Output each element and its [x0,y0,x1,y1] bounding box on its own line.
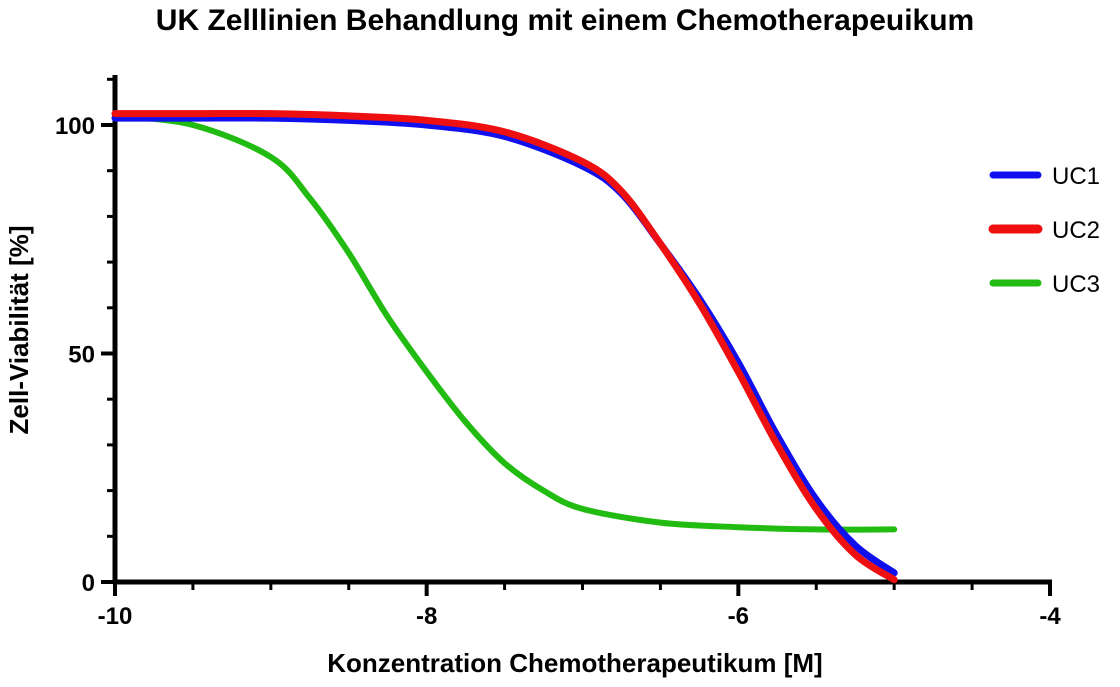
series-line-uc2 [111,109,898,584]
legend-label-uc1: UC1 [1052,163,1100,190]
legend-label-uc3: UC3 [1052,271,1100,298]
legend: UC1 UC2 UC3 [988,163,1100,298]
x-tick-label: -10 [98,603,133,630]
y-tick-label: 100 [55,113,95,140]
series-line-uc3 [112,112,898,533]
series-line-uc1 [111,114,898,577]
x-axis-label: Konzentration Chemotherapeutikum [M] [327,648,822,678]
y-tick-label: 0 [82,570,95,597]
y-axis-label: Zell-Viabilität [%] [4,226,34,435]
series-layer [111,109,898,584]
x-tick-label: -6 [728,603,749,630]
y-tick-label: 50 [68,342,95,369]
chart-title: UK Zelllinien Behandlung mit einem Chemo… [156,4,974,37]
legend-label-uc2: UC2 [1052,217,1100,244]
x-tick-label: -4 [1039,603,1061,630]
x-tick-label: -8 [416,603,437,630]
